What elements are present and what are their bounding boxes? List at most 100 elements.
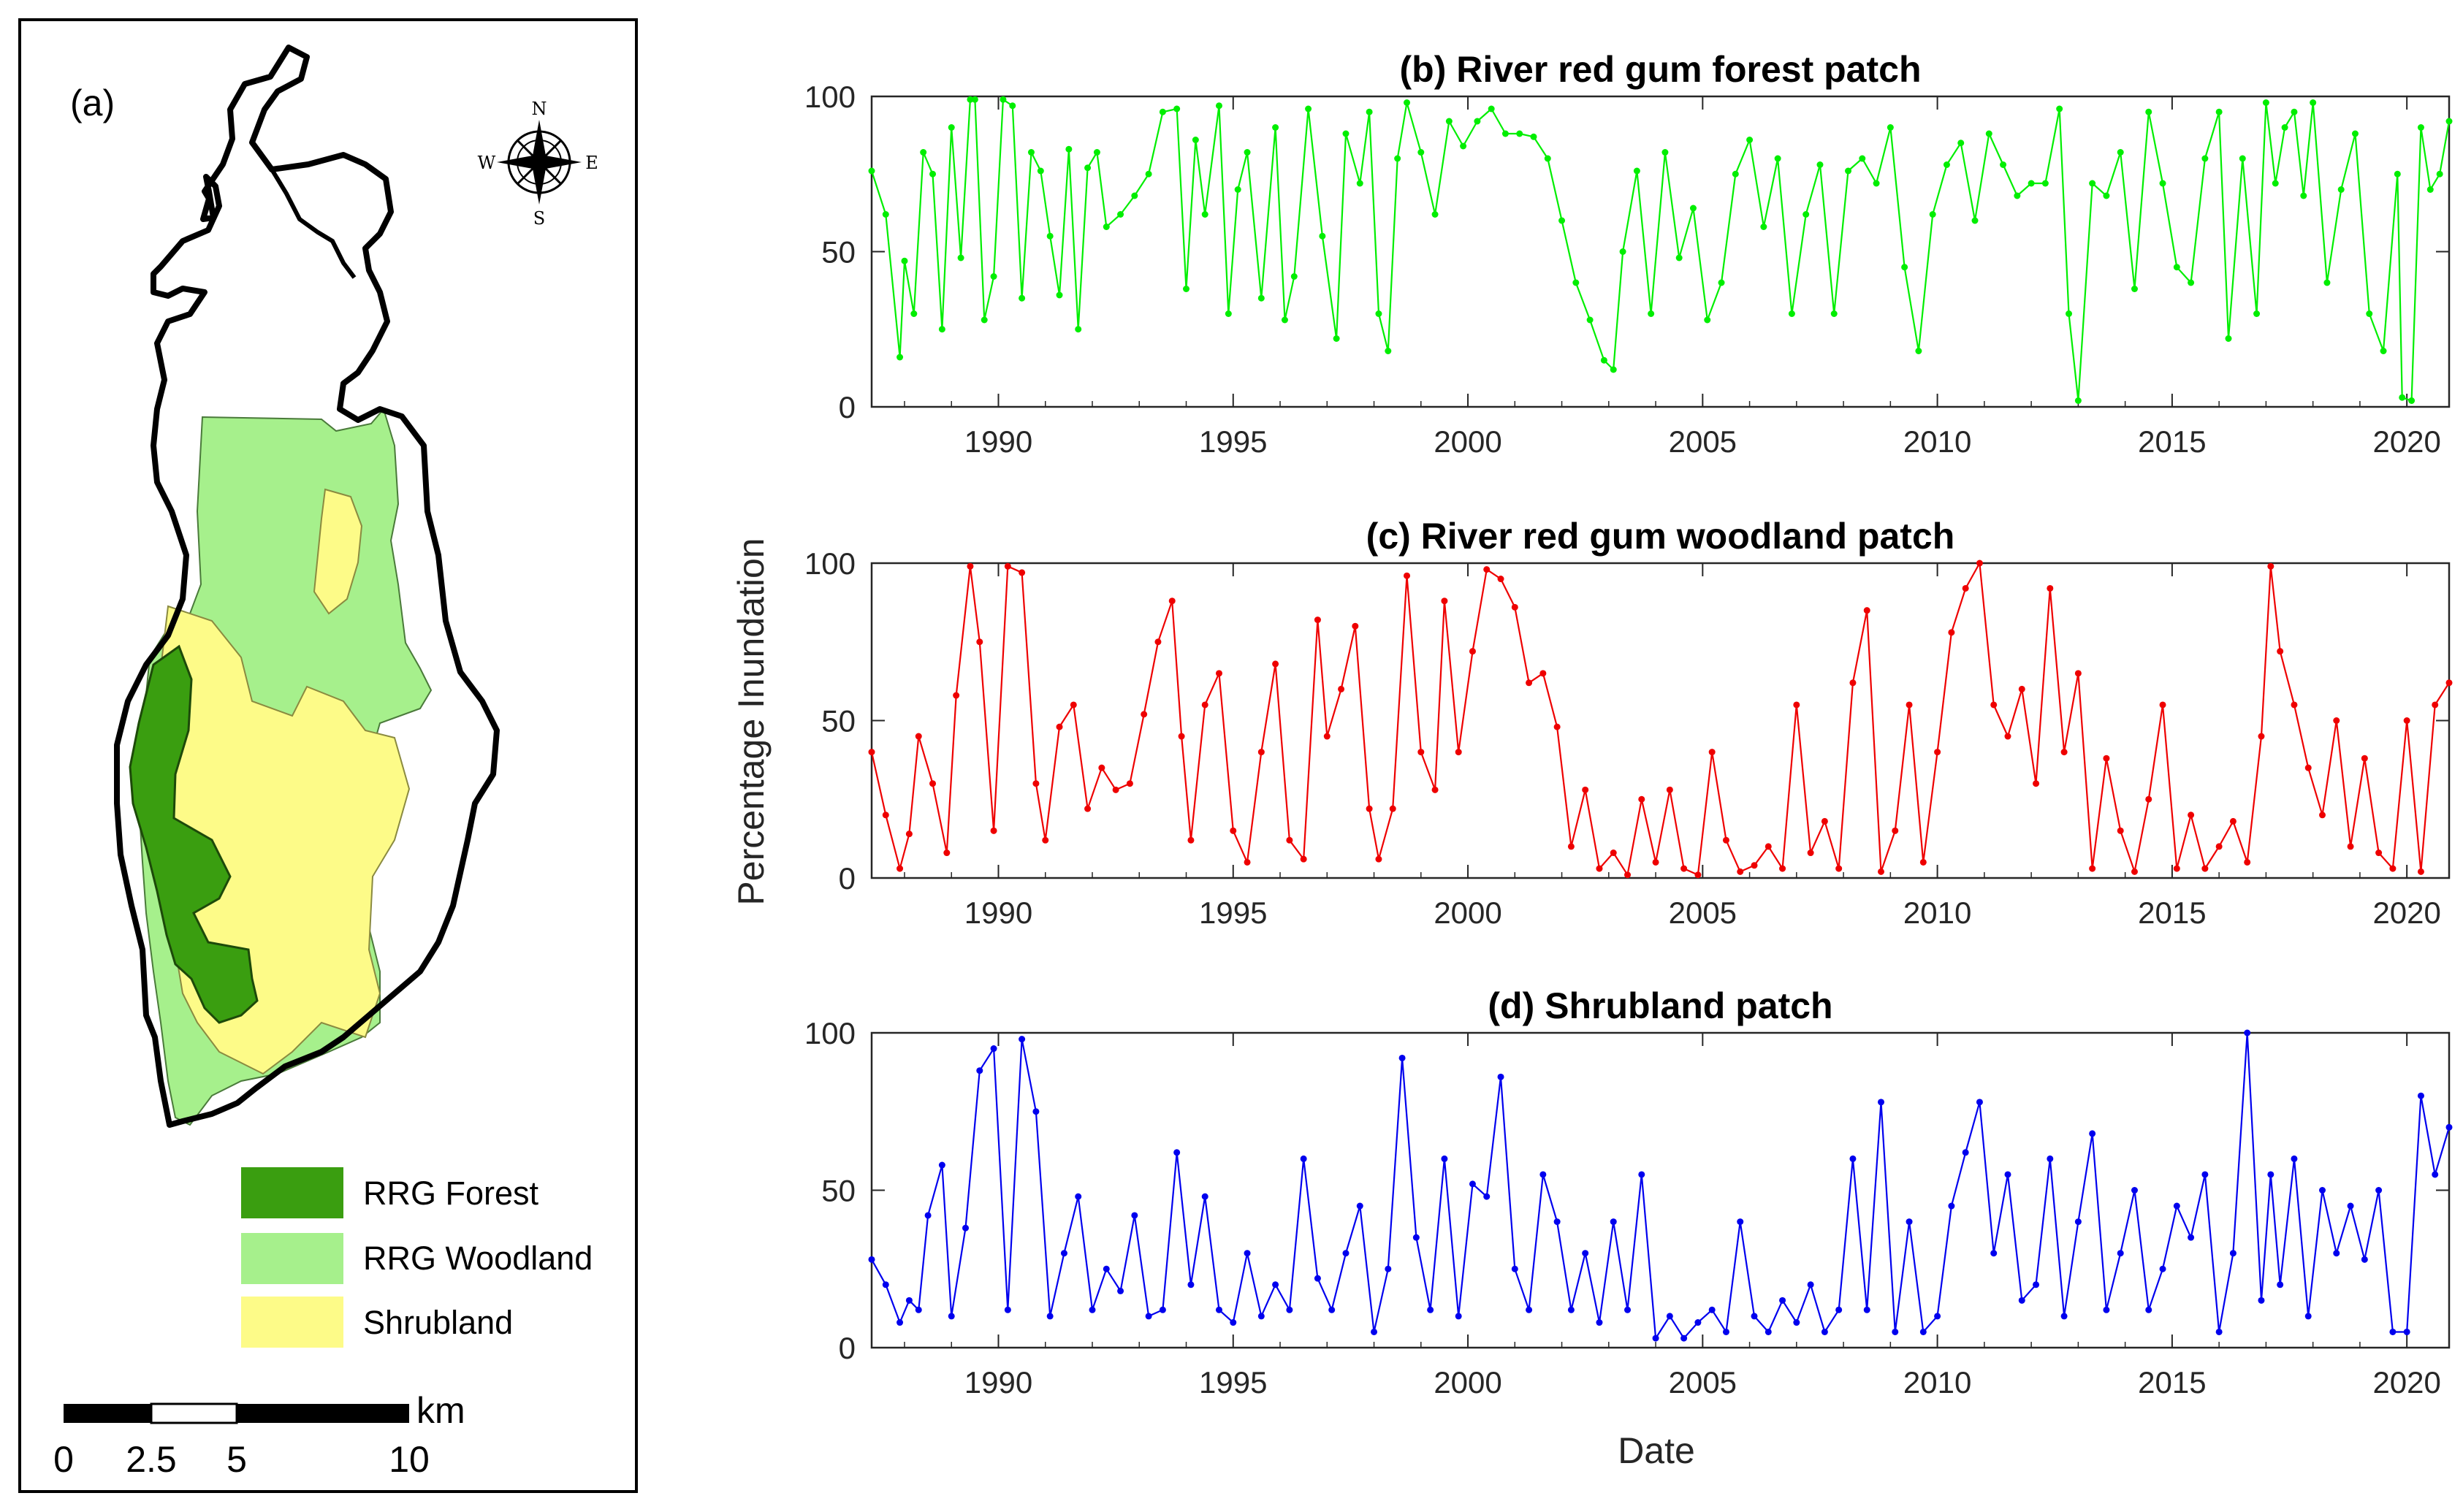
data-point	[2304, 764, 2312, 771]
data-point	[1526, 679, 1533, 687]
x-tick-label: 2020	[2372, 896, 2440, 930]
data-point	[2159, 1265, 2166, 1272]
x-tick-label: 2005	[1669, 896, 1737, 930]
data-point	[882, 211, 889, 218]
data-point	[2319, 1187, 2326, 1194]
data-point	[948, 1313, 955, 1320]
y-tick-label: 0	[839, 861, 856, 896]
x-tick-label: 2010	[1903, 424, 1971, 459]
data-point	[1319, 232, 1326, 240]
x-tick-label: 2020	[2372, 1365, 2440, 1400]
data-point	[1117, 1287, 1124, 1294]
chart-title: (c) River red gum woodland patch	[1366, 516, 1955, 557]
x-tick-label: 1990	[964, 424, 1032, 459]
data-point	[1990, 1250, 1998, 1257]
data-point	[1619, 248, 1626, 255]
data-point	[1680, 1335, 1688, 1342]
data-point	[1032, 1108, 1040, 1115]
data-point	[1417, 149, 1425, 156]
wetland-boundary-arm	[270, 168, 357, 279]
data-point	[2014, 192, 2021, 199]
data-point	[1652, 1335, 1659, 1342]
data-point	[1624, 1306, 1632, 1313]
data-point	[2145, 1306, 2152, 1313]
data-point	[1075, 326, 1082, 333]
map-legend: RRG Forest RRG Woodland Shrubland	[241, 1167, 593, 1348]
data-point	[2262, 99, 2269, 106]
y-tick-label: 50	[821, 704, 856, 738]
data-point	[1305, 105, 1312, 112]
x-tick-label: 2000	[1434, 896, 1501, 930]
data-point	[1145, 170, 1152, 177]
data-point	[1460, 142, 1467, 150]
data-point	[2215, 1328, 2223, 1335]
data-point	[1648, 310, 1655, 317]
data-point	[2066, 310, 2073, 317]
data-point	[1845, 167, 1852, 175]
data-point	[1215, 102, 1222, 110]
data-point	[2131, 286, 2138, 292]
data-point	[1375, 310, 1382, 317]
data-point	[1957, 140, 1965, 147]
data-point	[882, 1281, 889, 1288]
data-point	[2351, 130, 2359, 137]
data-point	[1774, 155, 1781, 162]
data-point	[915, 1306, 922, 1313]
compass-e: E	[585, 153, 598, 173]
data-point	[1159, 1306, 1166, 1313]
data-point	[1830, 310, 1838, 317]
data-point	[1610, 366, 1617, 373]
data-point	[1694, 1319, 1702, 1326]
data-point	[1652, 858, 1659, 866]
data-point	[1511, 1265, 1518, 1272]
data-point	[1244, 149, 1251, 156]
data-point	[1610, 1218, 1617, 1226]
data-point	[2389, 1328, 2397, 1335]
y-tick-label: 0	[839, 1331, 856, 1365]
data-point	[2258, 733, 2265, 740]
data-point	[971, 96, 978, 103]
data-point	[1497, 1073, 1504, 1080]
data-point	[2074, 670, 2082, 677]
data-point	[1019, 569, 1026, 576]
data-point	[1300, 855, 1307, 863]
data-point	[1060, 1250, 1067, 1257]
data-point	[1821, 1328, 1828, 1335]
data-point	[1257, 1313, 1265, 1320]
data-point	[1807, 1281, 1814, 1288]
data-point	[1427, 1306, 1434, 1313]
data-point	[1901, 264, 1908, 271]
data-point	[1417, 749, 1425, 756]
data-point	[2028, 180, 2035, 187]
scale-label-2-5: 2.5	[126, 1439, 177, 1480]
data-point	[882, 812, 889, 819]
data-point	[2159, 180, 2166, 187]
data-point	[1366, 805, 1373, 812]
data-point	[1887, 124, 1894, 131]
data-point	[2366, 310, 2373, 317]
data-point	[1765, 843, 1772, 850]
x-tick-label: 2020	[2372, 424, 2440, 459]
data-point	[2173, 865, 2180, 872]
data-point	[1394, 155, 1401, 162]
data-point	[2399, 394, 2406, 401]
data-point	[1694, 871, 1702, 879]
data-point	[1544, 155, 1551, 162]
data-point	[1371, 1328, 1378, 1335]
data-point	[976, 638, 983, 646]
data-point	[981, 316, 988, 324]
data-point	[2188, 279, 2195, 286]
map-panel: (a) N S E W RRG Forest	[18, 18, 638, 1493]
data-point	[2215, 108, 2223, 115]
data-point	[1689, 205, 1697, 212]
data-point	[1398, 1054, 1406, 1061]
data-point	[2258, 1297, 2265, 1304]
data-point	[1154, 638, 1162, 646]
data-point	[1272, 660, 1279, 668]
data-point	[2432, 701, 2439, 709]
x-tick-label: 2005	[1669, 1365, 1737, 1400]
data-point	[1385, 348, 1392, 354]
data-point	[1103, 1265, 1110, 1272]
data-point	[2380, 348, 2387, 354]
